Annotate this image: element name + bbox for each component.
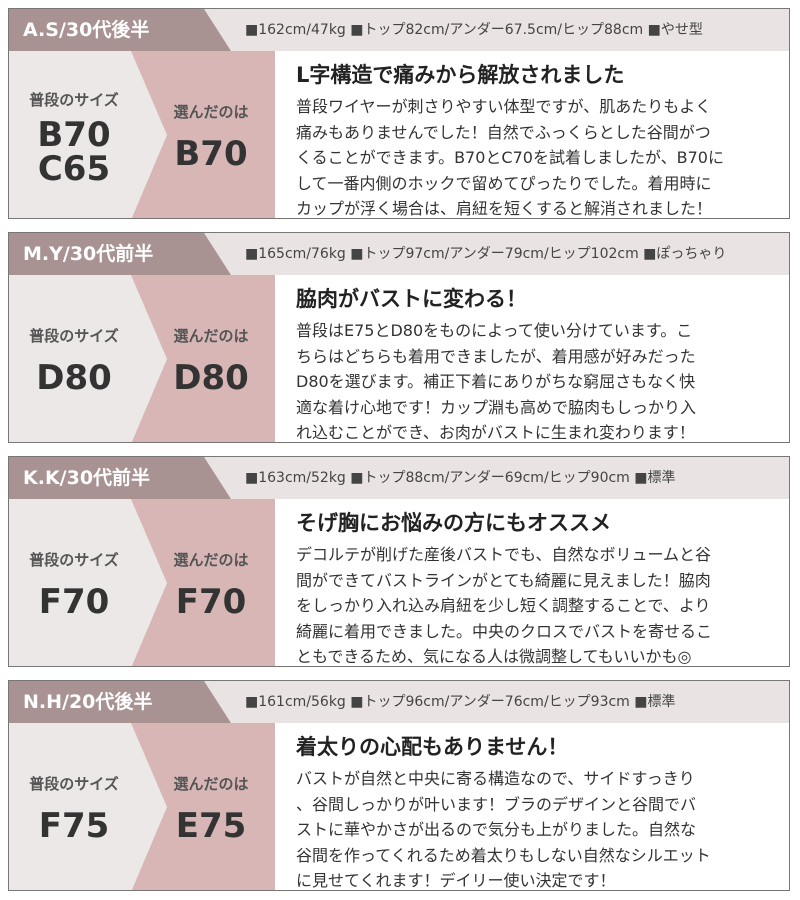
review-text: ちらはどちらも着用できましたが、着用感が好みだった <box>296 346 696 366</box>
usual-panel <box>9 723 167 890</box>
review-text: 痛みもありませんでした！自然でふっくらとした谷間がつ <box>296 122 711 142</box>
review-text: ともできるため、気になる人は微調整してもいいかも◎ <box>296 647 692 666</box>
review-text: 、谷間しっかりが叶います！ブラのデザインと谷間でバ <box>296 794 697 814</box>
review-text: をしっかり入れ込み肩紐を少し短く調整することで、より <box>296 596 711 615</box>
review-text: して一番内側のホックで留めてぴったりでした。着用時に <box>296 173 712 193</box>
review-text: D80を選びます。補正下着にありがちな窮屈さもなく快 <box>296 372 696 391</box>
review-text: れ込むことができ、お肉がバストに生まれ変わります！ <box>296 423 695 442</box>
chosen-label: 選んだのは <box>173 551 249 569</box>
review-text: 普段ワイヤーが刺さりやすい体型ですが、肌あたりもよく <box>296 97 712 116</box>
review-card: K.K/30代前半 ■163cm/52kg ■トップ88cm/アンダー69cm/ヒ… <box>8 456 790 667</box>
review-text: バストが自然と中央に寄る構造なので、サイドすっきり <box>296 769 695 788</box>
usual-panel <box>9 275 167 442</box>
name-tag <box>9 457 231 499</box>
usual-label: 普段のサイズ <box>29 327 119 345</box>
review-text: くることができます。B70とC70を試着しましたが、B70に <box>296 148 724 167</box>
chosen-size: D80 <box>173 358 249 398</box>
review-text: 綺麗に着用できました。中央のクロスでバストを寄せるこ <box>296 621 713 641</box>
chosen-size: E75 <box>175 806 247 846</box>
chosen-label: 選んだのは <box>173 775 249 793</box>
reviewer-name: M.Y/30代前半 <box>23 243 154 265</box>
chosen-label: 選んだのは <box>173 327 249 345</box>
name-tag <box>9 9 231 51</box>
review-text: ストに華やかさが出るので気分も上がりました。自然な <box>296 820 697 839</box>
usual-size: D80 <box>36 358 112 398</box>
review-card: N.H/20代後半 ■161cm/56kg ■トップ96cm/アンダー76cm/ヒ… <box>8 680 790 891</box>
review-title: L字構造で痛みから解放されました <box>296 63 625 87</box>
reviewer-name: A.S/30代後半 <box>23 19 150 41</box>
usual-size: C65 <box>37 149 111 189</box>
review-title: 脇肉がバストに変わる！ <box>296 287 527 311</box>
usual-panel <box>9 499 167 666</box>
usual-label: 普段のサイズ <box>29 775 119 793</box>
review-text: 普段はE75とD80をものによって使い分けています。こ <box>296 321 693 340</box>
review-title: そげ胸にお悩みの方にもオススメ <box>296 511 611 535</box>
review-text: 適な着け心地です！カップ淵も高めで脇肉もしっかり入 <box>296 397 697 417</box>
reviewer-specs: ■163cm/52kg ■トップ88cm/アンダー69cm/ヒップ90cm ■標… <box>245 470 676 486</box>
usual-size: F75 <box>38 806 110 846</box>
usual-panel <box>9 51 167 218</box>
reviewer-name: K.K/30代前半 <box>23 467 151 489</box>
reviewer-specs: ■165cm/76kg ■トップ97cm/アンダー79cm/ヒップ102cm ■… <box>245 246 727 262</box>
usual-size: B70 <box>37 115 111 155</box>
usual-label: 普段のサイズ <box>29 91 119 109</box>
review-text: 谷間を作ってくれるため着太りもしない自然なシルエット <box>296 845 711 865</box>
review-card: M.Y/30代前半 ■165cm/76kg ■トップ97cm/アンダー79cm/ヒ… <box>8 232 790 443</box>
reviewer-name: N.H/20代後半 <box>23 691 153 713</box>
usual-size: F70 <box>38 582 110 622</box>
chosen-size: B70 <box>174 134 248 174</box>
name-tag <box>9 233 231 275</box>
review-text: カップが浮く場合は、肩紐を短くすると解消されました！ <box>296 199 713 218</box>
reviewer-specs: ■161cm/56kg ■トップ96cm/アンダー76cm/ヒップ93cm ■標… <box>245 694 676 710</box>
usual-label: 普段のサイズ <box>29 551 119 569</box>
review-text: に見せてくれます！デイリー使い決定です！ <box>296 871 616 890</box>
review-title: 着太りの心配もありません！ <box>296 735 569 759</box>
name-tag <box>9 681 231 723</box>
chosen-size: F70 <box>175 582 247 622</box>
review-card: A.S/30代後半 ■162cm/47kg ■トップ82cm/アンダー67.5cm… <box>8 8 790 219</box>
review-text: デコルテが削げた産後バストでも、自然なボリュームと谷 <box>296 545 712 564</box>
reviewer-specs: ■162cm/47kg ■トップ82cm/アンダー67.5cm/ヒップ88cm … <box>245 22 703 38</box>
review-text: 間ができてバストラインがとても綺麗に見えました！脇肉 <box>296 570 711 590</box>
chosen-label: 選んだのは <box>173 103 249 121</box>
